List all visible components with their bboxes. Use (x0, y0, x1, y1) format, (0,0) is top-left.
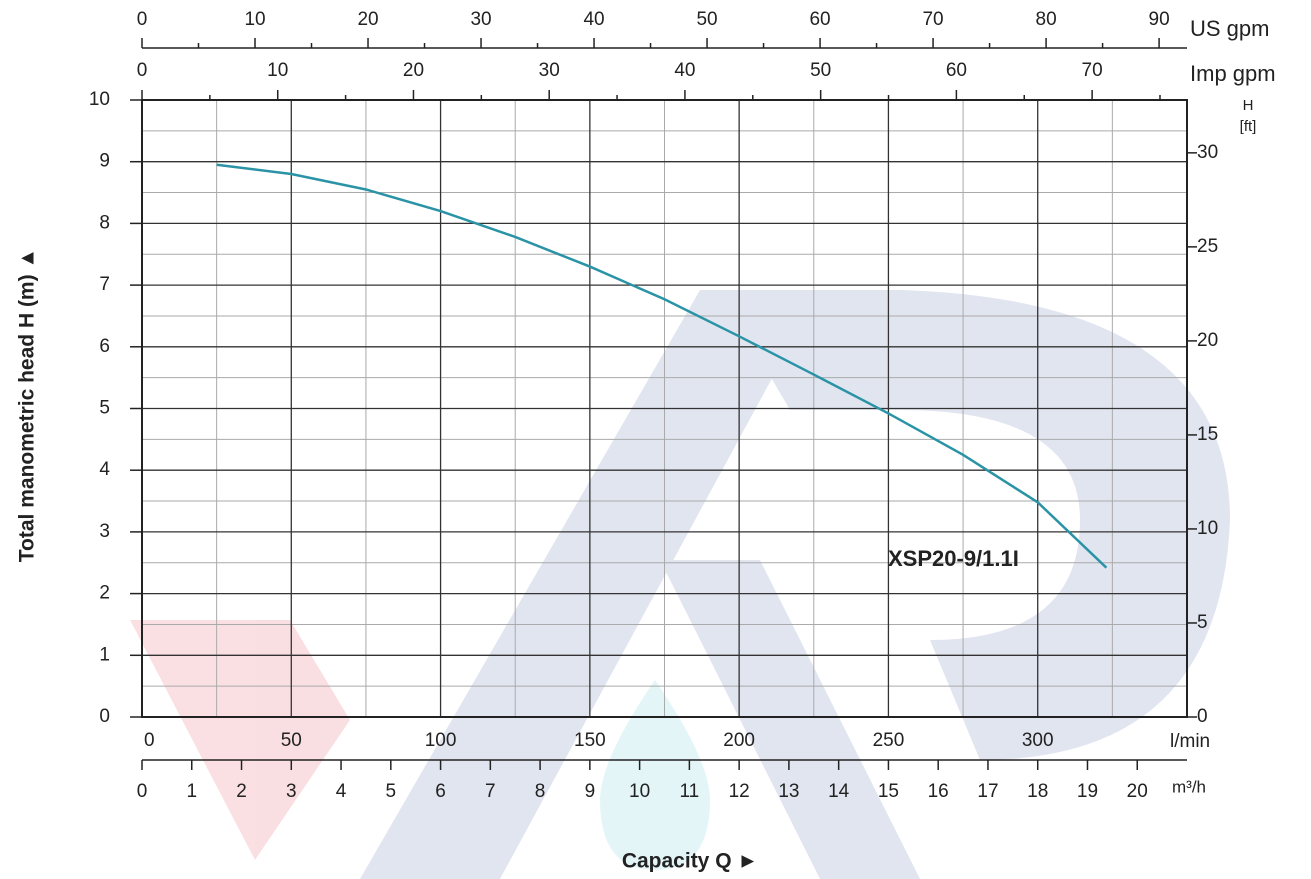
secondary-tick-label: 70 (922, 9, 943, 30)
y-tick-label: 8 (99, 212, 110, 233)
secondary-tick-label: 11 (680, 781, 700, 802)
secondary-tick-label: 6 (435, 781, 446, 802)
secondary-tick-label: 30 (539, 60, 560, 81)
secondary-tick-label: 0 (137, 60, 148, 81)
x-axis-title: Capacity Q ► (622, 850, 758, 873)
y2-tick-label: 30 (1197, 142, 1218, 163)
watermark-shape (600, 680, 710, 870)
x-tick-label: 300 (1022, 730, 1054, 751)
secondary-tick-label: 2 (236, 781, 247, 802)
secondary-tick-label: 50 (696, 9, 717, 30)
x-tick-label: 150 (574, 730, 606, 751)
y-tick-label: 7 (99, 274, 110, 295)
secondary-tick-label: 18 (1027, 781, 1048, 802)
secondary-tick-label: 14 (828, 781, 850, 802)
y2-unit: [ft] (1240, 118, 1257, 135)
y-tick-label: 0 (99, 706, 110, 727)
y-tick-label: 6 (99, 336, 110, 357)
secondary-tick-label: 10 (267, 60, 288, 81)
watermark-shape (130, 620, 350, 860)
secondary-tick-label: 1 (186, 781, 197, 802)
y2-tick-label: 15 (1197, 424, 1218, 445)
y-tick-label: 10 (89, 89, 110, 110)
y-tick-label: 2 (99, 583, 110, 604)
y-tick-label: 1 (99, 644, 110, 665)
secondary-tick-label: 8 (535, 781, 546, 802)
secondary-tick-label: 4 (336, 781, 347, 802)
secondary-tick-label: 17 (977, 781, 998, 802)
secondary-tick-label: 9 (585, 781, 596, 802)
curve (216, 163, 1108, 569)
secondary-tick-label: 70 (1082, 60, 1103, 81)
secondary-tick-label: 40 (674, 60, 695, 81)
secondary-tick-label: 80 (1036, 9, 1057, 30)
secondary-tick-label: 60 (946, 60, 967, 81)
secondary-axis-label: US gpm (1190, 16, 1269, 41)
secondary-tick-label: 5 (386, 781, 397, 802)
secondary-tick-label: 15 (878, 781, 899, 802)
secondary-tick-label: 50 (810, 60, 831, 81)
x-tick-label: 200 (723, 730, 755, 751)
secondary-tick-label: 90 (1149, 9, 1170, 30)
y2-tick-label: 0 (1197, 706, 1208, 727)
secondary-tick-label: 19 (1077, 781, 1098, 802)
x-unit: l/min (1170, 731, 1210, 752)
x-tick-label: 0 (144, 730, 155, 751)
secondary-tick-label: 10 (629, 781, 650, 802)
secondary-tick-label: 16 (928, 781, 949, 802)
secondary-tick-label: 60 (809, 9, 830, 30)
y2-tick-label: 10 (1197, 518, 1218, 539)
y2-tick-label: 25 (1197, 236, 1218, 257)
secondary-axis-label: Imp gpm (1190, 61, 1276, 86)
secondary-tick-label: 40 (583, 9, 604, 30)
x-tick-label: 50 (281, 730, 302, 751)
series-label: XSP20-9/1.1I (888, 546, 1019, 571)
secondary-tick-label: 0 (137, 781, 148, 802)
secondary-tick-label: 30 (470, 9, 491, 30)
secondary-tick-label: 13 (778, 781, 799, 802)
y-axis-title: Total manometric head H (m) ▲ (16, 248, 39, 562)
secondary-tick-label: 3 (286, 781, 297, 802)
secondary-tick-label: 12 (729, 781, 750, 802)
y-tick-label: 4 (99, 459, 110, 480)
watermark-shape (720, 290, 1230, 760)
secondary-tick-label: 7 (485, 781, 496, 802)
y2-tick-label: 5 (1197, 612, 1208, 633)
y-tick-label: 5 (99, 398, 110, 419)
x-tick-label: 250 (873, 730, 905, 751)
watermark (130, 290, 1230, 879)
secondary-tick-label: 20 (1127, 781, 1148, 802)
watermark-shape (660, 560, 920, 879)
y-tick-label: 9 (99, 151, 110, 172)
x-tick-label: 100 (425, 730, 457, 751)
secondary-axis-label: m³/h (1172, 777, 1206, 796)
secondary-tick-label: 10 (244, 9, 265, 30)
secondary-tick-label: 0 (137, 9, 148, 30)
y2-tick-label: 20 (1197, 330, 1218, 351)
secondary-tick-label: 20 (357, 9, 378, 30)
y-tick-label: 3 (99, 521, 110, 542)
secondary-tick-label: 20 (403, 60, 424, 81)
y2-label: H (1243, 97, 1254, 114)
